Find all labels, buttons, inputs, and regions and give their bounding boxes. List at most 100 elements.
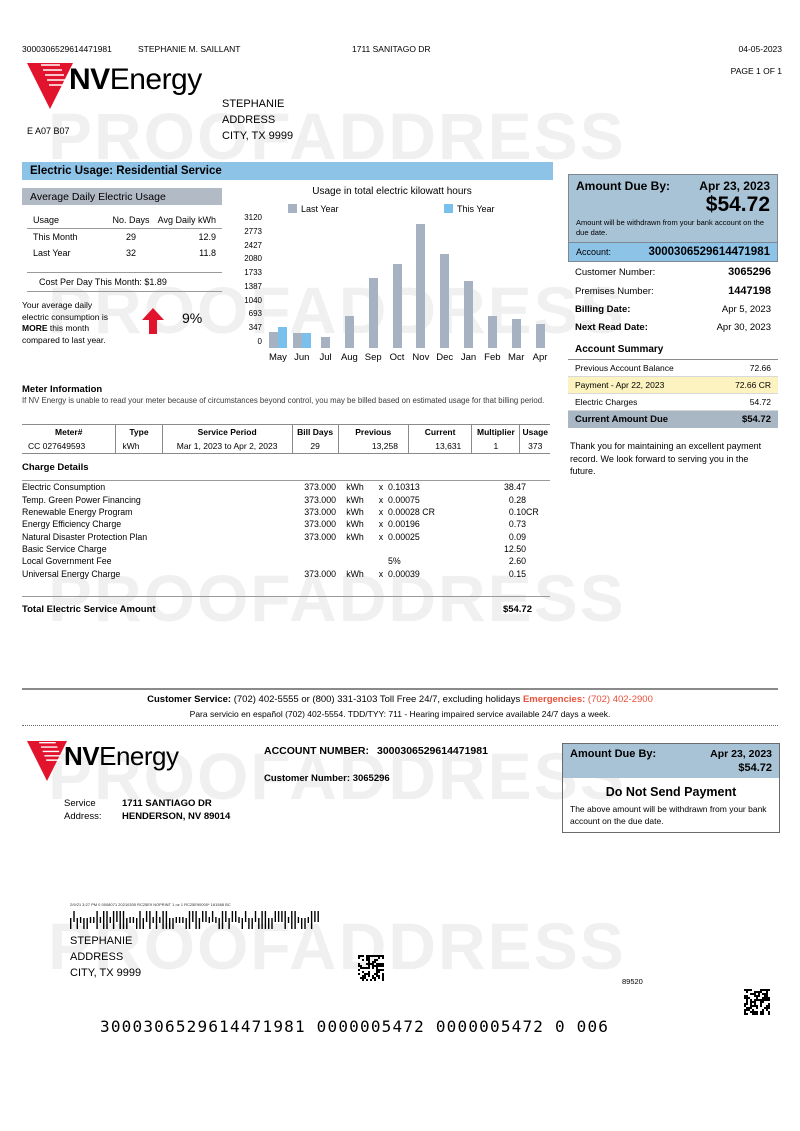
total-label: Total Electric Service Amount <box>22 604 156 615</box>
chart-bar-group <box>385 224 409 348</box>
summary-label: Previous Account Balance <box>575 363 674 373</box>
y-tick-label: 0 <box>257 337 262 346</box>
charge-rate: 0.00039 <box>388 568 420 579</box>
y-tick-label: 3120 <box>244 213 262 222</box>
total-amount: $54.72 <box>502 604 532 615</box>
charge-unit: kWh <box>346 519 364 530</box>
col-bill-days: Bill Days <box>291 424 339 439</box>
charge-description: Basic Service Charge <box>22 544 107 555</box>
chart-bar-group <box>457 224 481 348</box>
col-multiplier: Multiplier <box>471 424 521 439</box>
account-value: 3000306529614471981 <box>648 246 770 258</box>
summary-row: Current Amount Due $54.72 <box>568 411 778 428</box>
summary-row: Payment - Apr 22, 2023 72.66 CR <box>568 377 778 394</box>
col-meter: Meter# <box>22 424 117 439</box>
datamatrix-code <box>358 955 384 981</box>
ocr-scanline: 3000306529614471981 0000005472 000000547… <box>100 1017 610 1036</box>
chart-bar <box>392 264 402 348</box>
chart-bar-group <box>361 224 385 348</box>
account-detail-rows: Customer Number: 3065296 Premises Number: 1… <box>568 262 778 336</box>
chart-bar <box>440 253 450 348</box>
chart-bar <box>321 336 331 348</box>
datamatrix-code <box>744 989 770 1015</box>
chart-bar-group <box>266 224 290 348</box>
amount-due-note: Amount will be withdrawn from your bank … <box>576 218 765 237</box>
account-detail-row: Billing Date: Apr 5, 2023 <box>568 300 778 318</box>
chart-bar <box>464 281 474 348</box>
charge-unit <box>336 543 374 555</box>
cost-per-day: Cost Per Day This Month: $1.89 <box>27 272 222 292</box>
x-tick-label: Jul <box>319 352 332 363</box>
nv-energy-triangle-icon <box>27 741 67 781</box>
recipient-line-1: STEPHANIE <box>222 98 285 110</box>
charge-multiply-sign: x <box>378 519 384 530</box>
electric-usage-title: Electric Usage: Residential Service <box>30 165 222 177</box>
detail-label: Billing Date: <box>575 304 631 315</box>
col-avg-daily-kwh: Avg Daily kWh <box>157 212 222 229</box>
col-no-days: No. Days <box>105 212 157 229</box>
y-tick-label: 347 <box>248 323 262 333</box>
meter-disclaimer: If NV Energy is unable to read your mete… <box>22 396 545 405</box>
charge-description: Energy Efficiency Charge <box>22 519 122 530</box>
amount-due-box: Amount Due By: Apr 23, 2023 $54.72 Amoun… <box>568 174 778 243</box>
account-detail-row: Next Read Date: Apr 30, 2023 <box>568 318 778 336</box>
chart-bar-group <box>480 224 504 348</box>
charge-multiply-sign: x <box>378 568 384 579</box>
charge-credit-flag <box>526 543 550 555</box>
chart-bar <box>368 278 378 348</box>
charge-line: Temp. Green Power Financing 373.000 kWh x 0.… <box>22 493 550 505</box>
stub-due-amount: $54.72 <box>738 762 772 774</box>
header-account-number: 3000306529614471981 <box>22 44 112 54</box>
x-tick-label: May <box>268 352 287 363</box>
thank-you-message: Thank you for maintaining an excellent p… <box>570 441 762 476</box>
charge-quantity <box>266 543 336 555</box>
charge-credit-flag <box>526 518 550 530</box>
amount-due-label: Amount Due By: <box>576 179 670 193</box>
nv-energy-wordmark: NVEnergy <box>69 63 202 96</box>
charge-rate: 0.00075 <box>388 494 420 505</box>
table-row: Last Year 32 11.8 <box>33 248 216 258</box>
print-control-code: 2/9/21 3:27 PM 0 0008071 20210305 RC25E9… <box>70 903 231 907</box>
charge-line: Electric Consumption 373.000 kWh x 0.10313 38… <box>22 481 550 494</box>
stub-due-date: Apr 23, 2023 <box>710 748 772 760</box>
legend-item-last-year: Last Year <box>288 204 339 214</box>
summary-value: 72.66 CR <box>735 380 771 390</box>
charge-description: Natural Disaster Protection Plan <box>22 531 148 542</box>
mailing-address: STEPHANIE ADDRESS CITY, TX 9999 <box>70 935 142 979</box>
summary-row: Electric Charges 54.72 <box>568 394 778 411</box>
charge-unit: kWh <box>346 531 364 542</box>
x-tick-label: Jan <box>460 352 477 363</box>
usage-bar-chart: Usage in total electric kilowatt hours L… <box>232 186 552 381</box>
y-tick-label: 2773 <box>244 226 262 236</box>
charge-line: Natural Disaster Protection Plan 373.000 k… <box>22 531 550 543</box>
account-summary-panel: Amount Due By: Apr 23, 2023 $54.72 Amoun… <box>568 174 778 478</box>
legend-swatch-this-year <box>444 204 453 213</box>
detail-label: Next Read Date: <box>575 322 648 333</box>
charge-amount: 0.09 <box>508 531 526 542</box>
charge-amount: 12.50 <box>503 544 526 555</box>
header-statement-date: 04-05-2023 <box>738 44 782 54</box>
x-tick-label: Nov <box>412 352 430 363</box>
charge-line: Energy Efficiency Charge 373.000 kWh x 0.001… <box>22 518 550 530</box>
meter-information-table: Meter# Type Service Period Bill Days Pre… <box>22 424 550 454</box>
recipient-address: STEPHANIE ADDRESS CITY, TX 9999 <box>222 96 293 144</box>
nv-energy-wordmark: NVEnergy <box>64 741 179 771</box>
account-label: Account: <box>576 247 612 257</box>
chart-bar-group <box>314 224 338 348</box>
amount-due-date: Apr 23, 2023 <box>699 179 770 193</box>
y-tick-label: 693 <box>248 309 262 319</box>
average-daily-usage-header: Average Daily Electric Usage <box>22 188 222 205</box>
y-tick-label: 1040 <box>244 295 262 305</box>
charge-quantity: 373.000 <box>304 568 336 579</box>
intelligent-mail-barcode <box>70 911 320 929</box>
chart-bar <box>487 316 497 348</box>
chart-bar-group <box>409 224 433 348</box>
stub-customer-number: Customer Number: 3065296 <box>264 773 390 784</box>
x-tick-label: Sep <box>364 352 382 363</box>
charge-amount: 0.15 <box>508 568 526 579</box>
chart-bar <box>535 324 545 348</box>
chart-bar-group <box>528 224 552 348</box>
account-detail-row: Premises Number: 1447198 <box>568 281 778 300</box>
stub-note: The above amount will be withdrawn from … <box>570 804 767 826</box>
